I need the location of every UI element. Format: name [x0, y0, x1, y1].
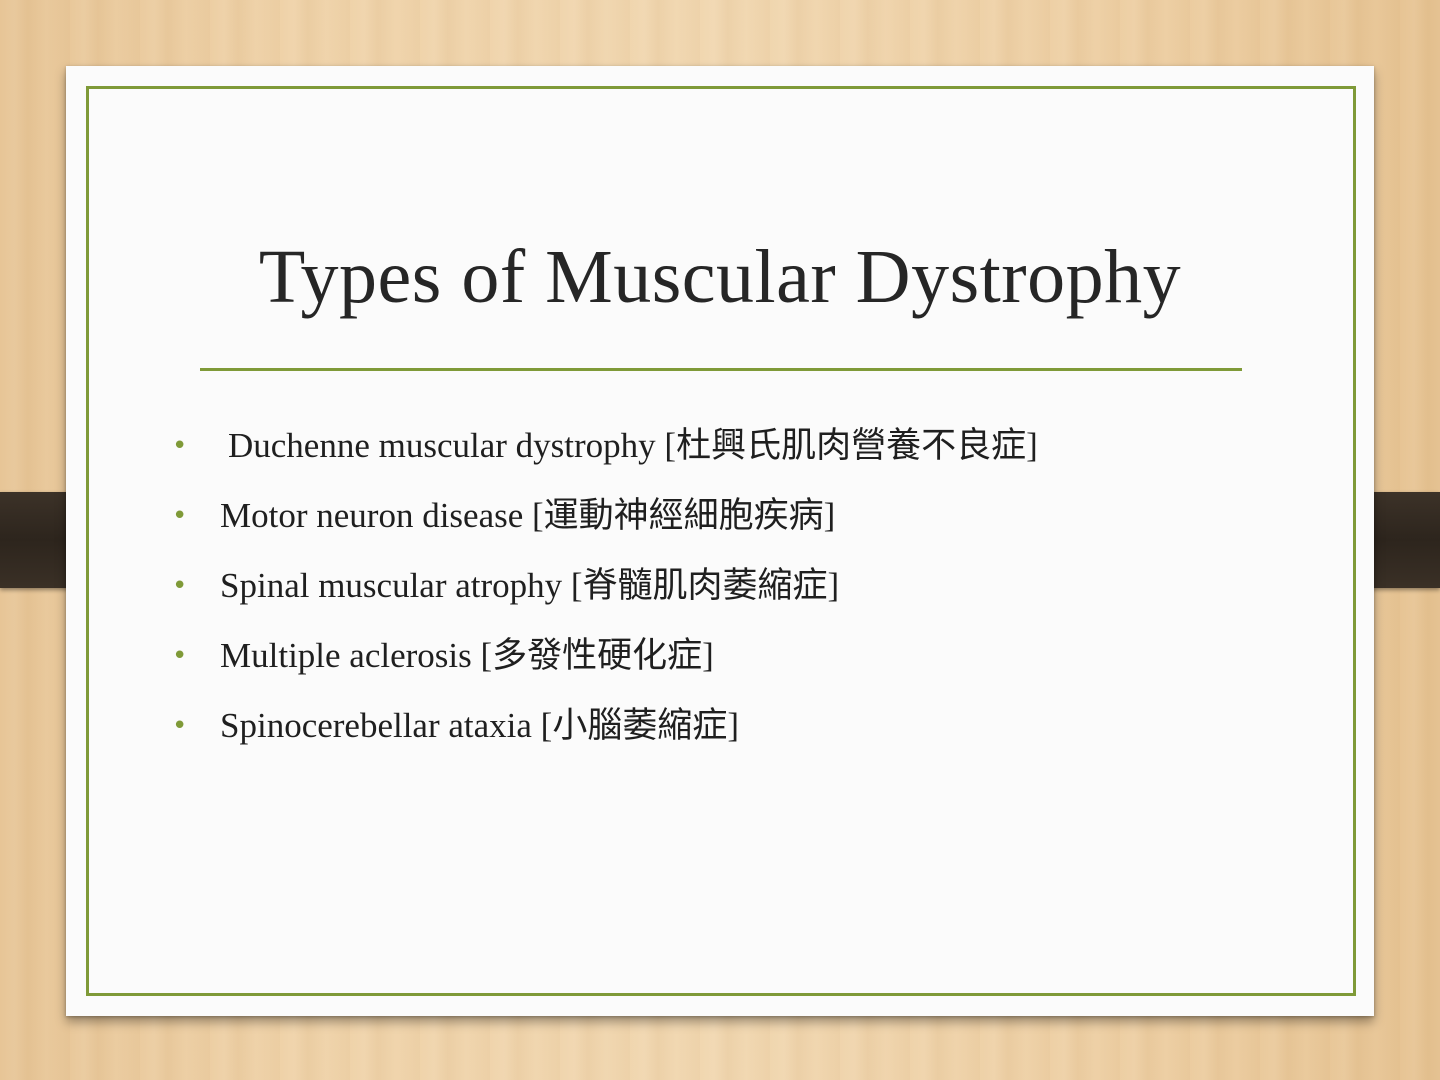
list-item-text: Spinal muscular atrophy [脊髓肌肉萎縮症] [220, 566, 840, 605]
list-item: • Multiple aclerosis [多發性硬化症] [172, 626, 1322, 696]
list-item: • Motor neuron disease [運動神經細胞疾病] [172, 486, 1322, 556]
list-item-text: Multiple aclerosis [多發性硬化症] [220, 636, 714, 675]
list-item: • Spinal muscular atrophy [脊髓肌肉萎縮症] [172, 556, 1322, 626]
bullet-icon: • [172, 571, 188, 601]
slide-title: Types of Muscular Dystrophy [258, 235, 1182, 319]
list-item-text: Duchenne muscular dystrophy [杜興氏肌肉營養不良症] [228, 426, 1038, 465]
slide-card: Types of Muscular Dystrophy • Duchenne m… [66, 66, 1374, 1016]
bullet-icon: • [172, 501, 188, 531]
bullet-icon: • [172, 711, 188, 741]
list-item: • Spinocerebellar ataxia [小腦萎縮症] [172, 696, 1322, 766]
bullet-icon: • [172, 641, 188, 671]
list-item-text: Spinocerebellar ataxia [小腦萎縮症] [220, 706, 739, 745]
bullet-list: • Duchenne muscular dystrophy [杜興氏肌肉營養不良… [172, 416, 1322, 766]
title-underline [200, 368, 1242, 371]
list-item: • Duchenne muscular dystrophy [杜興氏肌肉營養不良… [172, 416, 1322, 486]
bullet-icon: • [172, 431, 188, 461]
list-item-text: Motor neuron disease [運動神經細胞疾病] [220, 496, 836, 535]
slide-frame [86, 86, 1356, 996]
